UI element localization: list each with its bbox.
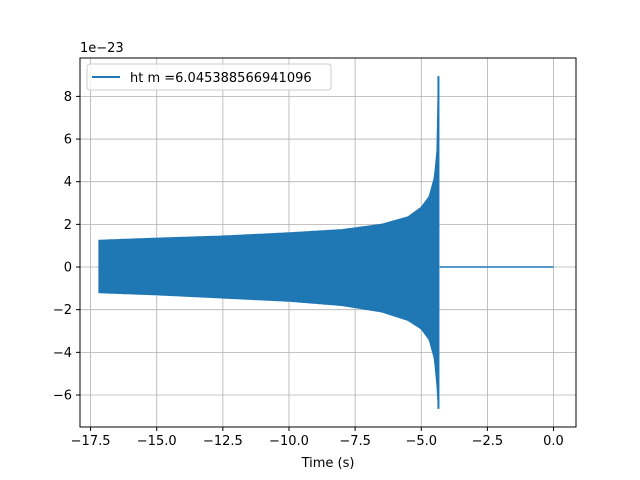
x-tick-label: −15.0 (137, 434, 177, 449)
y-tick-label: 6 (64, 133, 72, 148)
legend-box (86, 63, 332, 91)
x-tick-label: −2.5 (472, 434, 504, 449)
y-axis-ticks: −6 −4 −2 0 2 4 6 8 (53, 90, 80, 404)
y-tick-label: 2 (64, 218, 72, 233)
y-tick-label: −4 (53, 346, 72, 361)
y-tick-label: 8 (64, 90, 72, 105)
x-tick-label: −5.0 (405, 434, 437, 449)
x-axis-label: Time (s) (301, 456, 355, 471)
y-tick-label: 4 (64, 175, 72, 190)
x-tick-label: −17.5 (71, 434, 111, 449)
x-tick-label: −7.5 (339, 434, 371, 449)
legend: ht m =6.045388566941096 (86, 63, 332, 91)
x-tick-label: −10.0 (269, 434, 309, 449)
y-tick-label: −2 (53, 303, 72, 318)
series-line (98, 100, 439, 402)
x-tick-label: 0.0 (543, 434, 564, 449)
legend-entry-label: ht m =6.045388566941096 (130, 71, 312, 86)
y-tick-label: −6 (53, 389, 72, 404)
plot-frame (79, 57, 577, 428)
x-tick-label: −12.5 (203, 434, 243, 449)
y-offset-label: 1e−23 (80, 41, 124, 56)
series-layer (98, 76, 554, 409)
x-axis-ticks: −17.5 −15.0 −12.5 −10.0 −7.5 −5.0 −2.5 0.0 (71, 427, 564, 449)
y-tick-label: 0 (64, 261, 72, 276)
